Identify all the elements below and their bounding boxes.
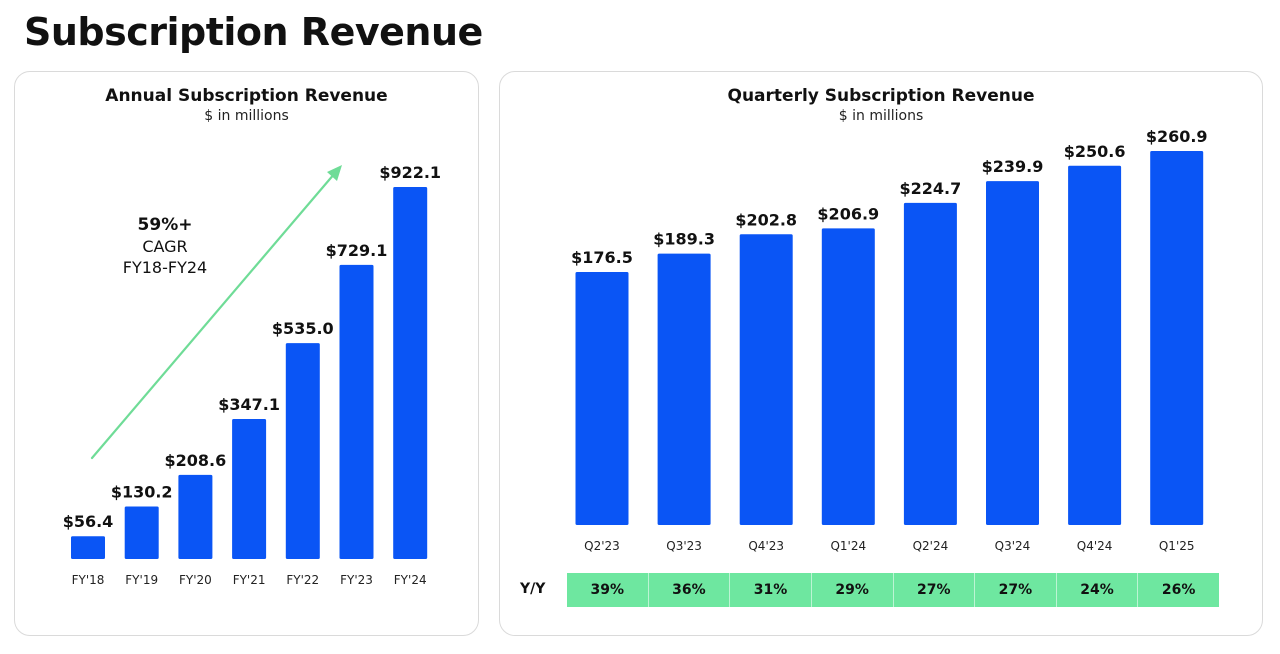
- annual-value-label: $56.4: [63, 512, 114, 531]
- quarterly-bar: [903, 202, 957, 525]
- yoy-value: 27%: [894, 573, 976, 607]
- quarterly-bar: [657, 253, 711, 526]
- quarterly-value-label: $250.6: [1064, 142, 1126, 161]
- quarterly-category-label: Q3'24: [995, 539, 1031, 553]
- annual-bar: [339, 264, 374, 559]
- yoy-value: 31%: [730, 573, 812, 607]
- quarterly-bar: [1150, 151, 1204, 525]
- quarterly-value-label: $202.8: [735, 210, 797, 229]
- yoy-value: 26%: [1161, 582, 1196, 598]
- annual-value-label: $208.6: [165, 451, 227, 470]
- quarterly-value-label: $260.9: [1146, 127, 1208, 146]
- annual-category-label: FY'23: [340, 573, 373, 587]
- quarterly-chart-subtitle: $ in millions: [838, 108, 924, 124]
- quarterly-bar-chart: $176.5 Q2'23 $189.3 Q3'23 $202.8 Q4'23 $206.9 Q…: [571, 127, 1208, 553]
- annual-category-label: FY'22: [286, 573, 319, 587]
- annual-chart-title: Annual Subscription Revenue: [105, 86, 388, 106]
- annual-bar: [232, 418, 267, 559]
- yoy-value: 36%: [649, 573, 731, 607]
- annual-bar: [71, 536, 105, 559]
- quarterly-value-label: $206.9: [817, 204, 879, 223]
- annual-value-label: $347.1: [218, 395, 280, 414]
- annual-bar: [124, 506, 159, 559]
- annual-value-label: $729.1: [326, 241, 388, 260]
- annual-category-label: FY'19: [125, 573, 158, 587]
- growth-arrow: [90, 171, 337, 460]
- annual-bar: [178, 474, 213, 559]
- quarterly-revenue-panel: Quarterly Subscription Revenue $ in mill…: [499, 71, 1263, 636]
- quarterly-category-label: Q3'23: [666, 539, 702, 553]
- annual-category-label: FY'21: [233, 573, 266, 587]
- quarterly-bar: [821, 228, 875, 525]
- quarterly-bar: [986, 181, 1039, 525]
- annual-revenue-panel: Annual Subscription Revenue $ in million…: [14, 71, 479, 636]
- quarterly-category-label: Q4'24: [1077, 539, 1113, 553]
- cagr-value: 59%+: [137, 215, 193, 235]
- cagr-label: CAGR: [142, 237, 188, 256]
- cagr-period: FY18-FY24: [122, 258, 208, 277]
- quarterly-category-label: Q2'24: [913, 539, 949, 553]
- quarterly-category-label: Q4'23: [748, 539, 784, 553]
- yoy-label: Y/Y: [520, 581, 546, 597]
- quarterly-bar: [1068, 165, 1122, 525]
- annual-chart-subtitle: $ in millions: [204, 108, 289, 124]
- cagr-annotation: 59%+ CAGR FY18-FY24: [95, 215, 235, 278]
- annual-value-label: $130.2: [111, 482, 173, 501]
- annual-category-label: FY'18: [72, 573, 105, 587]
- page-title: Subscription Revenue: [24, 10, 483, 54]
- annual-category-label: FY'20: [179, 573, 212, 587]
- quarterly-value-label: $239.9: [982, 157, 1044, 176]
- quarterly-category-label: Q2'23: [584, 539, 620, 553]
- quarterly-value-label: $189.3: [653, 230, 715, 249]
- yoy-value: 24%: [1057, 573, 1139, 607]
- quarterly-category-label: Q1'24: [830, 539, 866, 553]
- annual-bar-chart: $56.4 FY'18 $130.2 FY'19 $208.6 FY'20 $347.1 FY…: [63, 163, 441, 587]
- quarterly-bar: [575, 271, 629, 525]
- growth-arrow-head: [327, 165, 342, 181]
- quarterly-value-label: $224.7: [900, 179, 962, 198]
- annual-category-label: FY'24: [394, 573, 427, 587]
- yoy-value: 29%: [812, 573, 894, 607]
- annual-value-label: $922.1: [379, 163, 441, 182]
- yoy-value: 39%: [567, 573, 649, 607]
- annual-value-label: $535.0: [272, 319, 334, 338]
- annual-bar: [393, 187, 428, 559]
- quarterly-value-label: $176.5: [571, 248, 633, 267]
- quarterly-bar: [739, 234, 793, 525]
- quarterly-category-label: Q1'25: [1159, 539, 1195, 553]
- annual-bar: [285, 343, 320, 559]
- yoy-value: 27%: [975, 573, 1057, 607]
- quarterly-chart-title: Quarterly Subscription Revenue: [727, 86, 1035, 106]
- yoy-growth-strip: 39% 36% 31% 29% 27% 27% 24% 26%: [567, 573, 1219, 607]
